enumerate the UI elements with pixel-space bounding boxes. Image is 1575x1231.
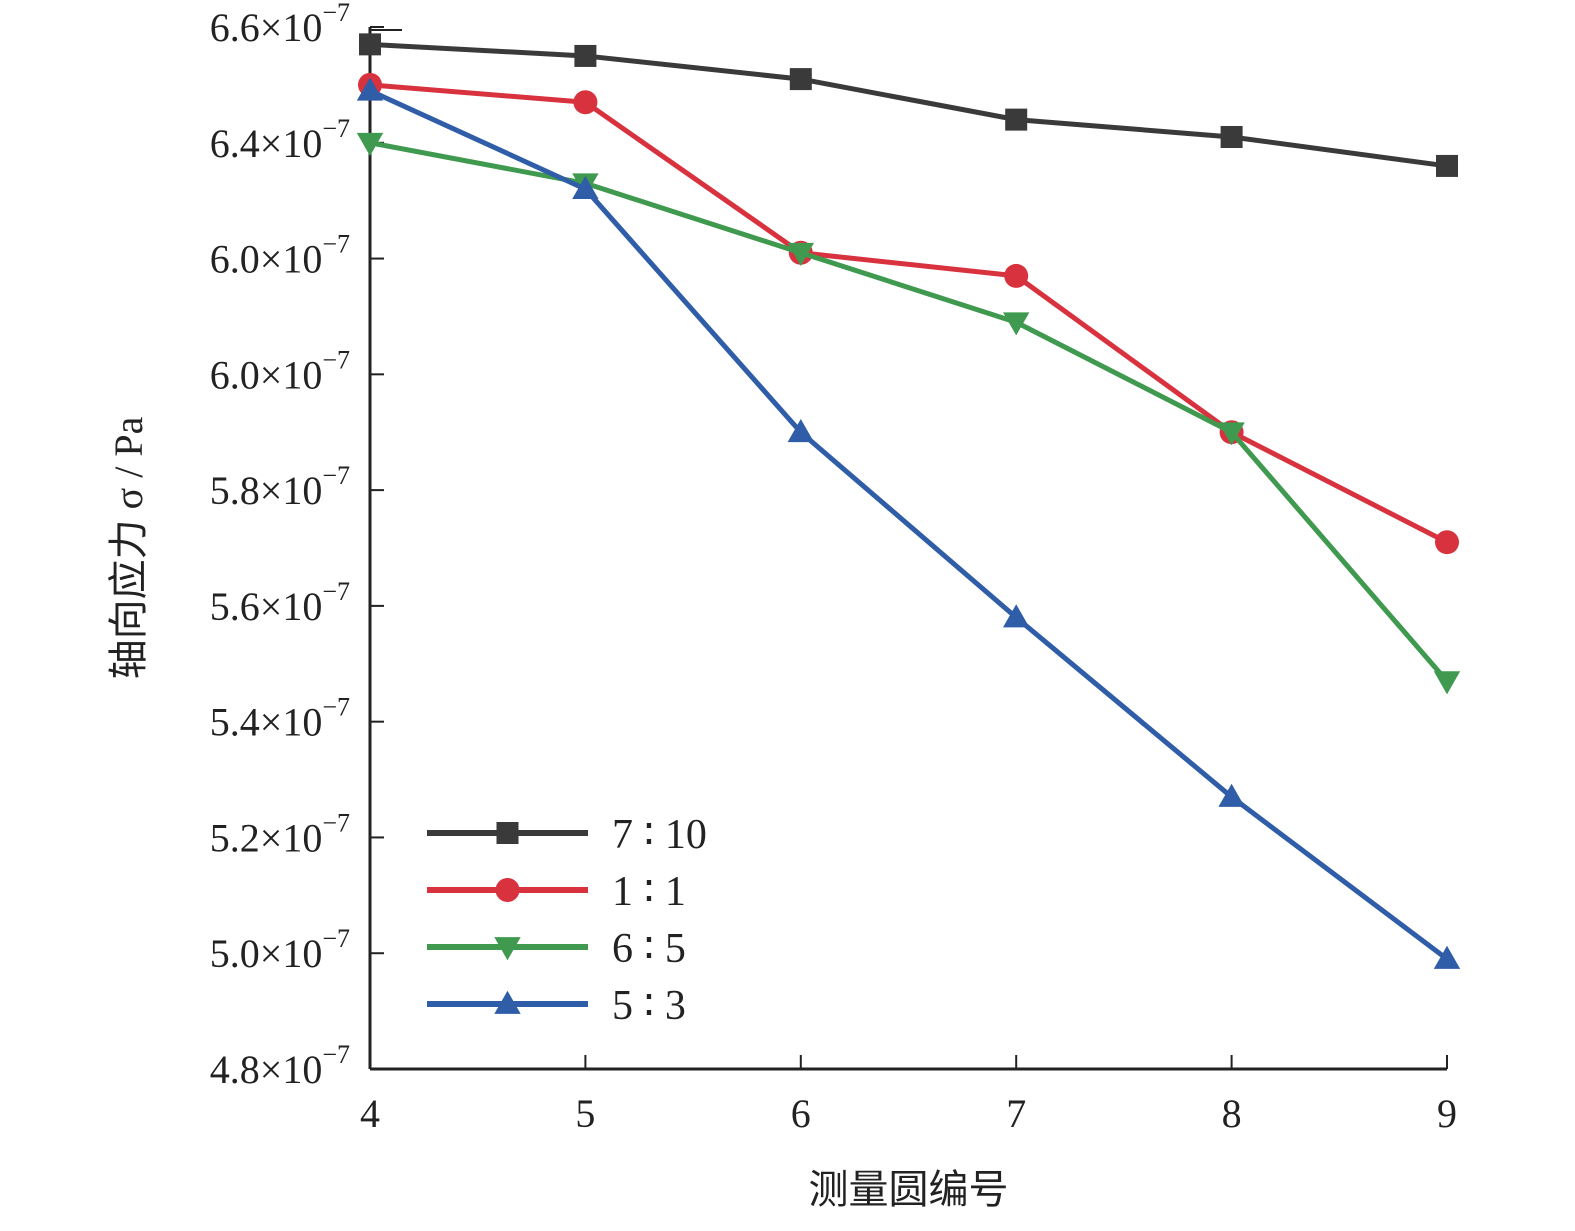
legend-label: 6 ∶ 5 — [612, 926, 686, 972]
data-point-square — [1005, 108, 1028, 131]
x-tick-label: 8 — [1222, 1091, 1242, 1136]
x-tick-label: 9 — [1437, 1091, 1457, 1136]
data-point-circle — [495, 878, 520, 902]
data-point-square — [359, 33, 381, 56]
data-point-triangle-up — [1003, 604, 1030, 628]
data-point-triangle-down — [787, 242, 814, 266]
legend: 7 ∶ 10 1 ∶ 1 6 ∶ 5 5 ∶ 3 — [427, 812, 707, 1029]
series-3 — [356, 132, 1461, 695]
legend-item: 1 ∶ 1 — [427, 869, 686, 915]
y-tick-label: 5.2×10−7 — [210, 808, 350, 860]
series-4 — [356, 77, 1461, 969]
legend-item: 6 ∶ 5 — [427, 926, 686, 972]
series-line — [369, 82, 1449, 545]
legend-label: 5 ∶ 3 — [612, 983, 686, 1029]
x-tick-label: 7 — [1006, 1091, 1026, 1136]
data-point-triangle-up — [356, 77, 384, 101]
y-tick-label: 6.4×10−7 — [210, 114, 350, 166]
series-layer — [356, 33, 1461, 969]
y-tick-label: 5.0×10−7 — [210, 924, 350, 976]
legend-label: 7 ∶ 10 — [612, 812, 707, 858]
data-point-triangle-down — [1218, 422, 1245, 446]
y-tick-label: 5.6×10−7 — [210, 577, 350, 629]
data-point-triangle-up — [1433, 945, 1461, 969]
y-axis-title: 轴向应力 σ / Pa — [106, 416, 151, 679]
data-point-triangle-up — [572, 175, 599, 199]
series-line — [368, 88, 1449, 962]
x-tick-label: 6 — [791, 1091, 811, 1136]
data-point-triangle-down — [1003, 312, 1030, 336]
data-point-triangle-up — [787, 419, 814, 443]
data-point-circle — [573, 90, 598, 115]
axes: 4.8×10−7 5.0×10−7 5.2×10−7 5.4×10−7 5.6×10−7… — [210, 0, 1457, 1136]
y-tick-label: 6.0×10−7 — [210, 345, 350, 397]
data-point-square — [574, 44, 597, 67]
data-point-triangle-up — [494, 990, 521, 1014]
legend-item: 5 ∶ 3 — [427, 983, 686, 1029]
data-point-square — [496, 822, 519, 844]
y-tick-label: 5.4×10−7 — [210, 693, 350, 745]
y-tick-label: 5.8×10−7 — [210, 461, 350, 513]
data-point-triangle-down — [494, 937, 521, 961]
data-point-square — [1220, 125, 1243, 148]
x-tick-label: 4 — [360, 1091, 380, 1136]
data-point-triangle-down — [356, 132, 384, 156]
legend-label: 1 ∶ 1 — [612, 869, 686, 915]
series-1 — [359, 33, 1458, 177]
data-point-circle — [1004, 263, 1029, 288]
data-point-triangle-down — [1433, 671, 1461, 695]
y-tick-label: 6.0×10−7 — [210, 230, 350, 282]
series-line — [369, 140, 1449, 683]
data-point-square — [1436, 154, 1458, 177]
legend-item: 7 ∶ 10 — [427, 812, 707, 858]
x-tick-label: 5 — [575, 1091, 595, 1136]
y-tick-label: 6.6×10−7 — [210, 0, 350, 50]
x-axis-title: 测量圆编号 — [809, 1167, 1009, 1212]
data-point-square — [789, 68, 812, 91]
data-point-triangle-up — [1218, 783, 1245, 807]
series-line — [369, 41, 1448, 169]
data-point-circle — [1435, 530, 1459, 555]
y-tick-label: 4.8×10−7 — [210, 1040, 350, 1092]
